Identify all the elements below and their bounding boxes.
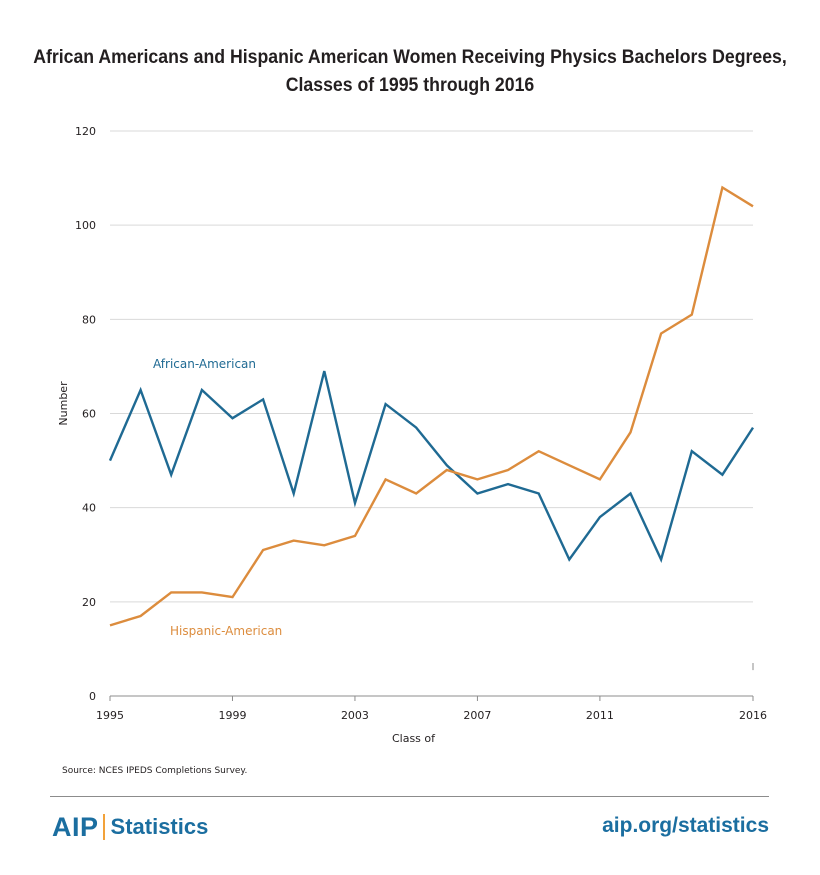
data-point (201, 389, 203, 391)
axes: 0 20 40 60 80 100 120 1995 1999 2003 2007 2011 2016 C… (57, 125, 767, 745)
data-point (415, 492, 417, 494)
footer-divider (50, 796, 769, 797)
y-tick-label: 40 (82, 502, 96, 515)
data-point (415, 426, 417, 428)
data-point (446, 464, 448, 466)
data-point (507, 483, 509, 485)
data-point (476, 478, 478, 480)
data-point (660, 558, 662, 560)
y-axis-title: Number (57, 381, 70, 426)
y-tick-label: 100 (75, 219, 96, 232)
chart-title-line-1: African Americans and Hispanic American … (33, 47, 787, 68)
data-point (507, 469, 509, 471)
data-point (721, 474, 723, 476)
data-point (354, 535, 356, 537)
brand-statistics: Statistics (110, 814, 209, 839)
data-point (752, 205, 754, 207)
data-point (446, 469, 448, 471)
series-lines (108, 185, 755, 627)
footer-url-link[interactable]: aip.org/statistics (602, 814, 769, 837)
x-tick-label: 1999 (218, 709, 246, 722)
series-label: African-American (153, 357, 256, 371)
x-tick-label: 2016 (739, 709, 767, 722)
data-point (139, 389, 141, 391)
data-point (660, 332, 662, 334)
data-point (691, 313, 693, 315)
gridlines (110, 130, 753, 603)
y-tick-label: 60 (82, 408, 96, 421)
series-line-hispanic-american (109, 185, 754, 627)
line-chart: 0 20 40 60 80 100 120 1995 1999 2003 2007 2011 2016 C… (57, 125, 767, 745)
y-tick-label: 80 (82, 313, 96, 326)
data-point (752, 426, 754, 428)
data-point (384, 403, 386, 405)
brand-separator (102, 814, 105, 840)
y-tick-label: 120 (75, 125, 96, 138)
data-point (599, 516, 601, 518)
series-labels: African-American Hispanic-American (153, 357, 282, 638)
chart-title: African Americans and Hispanic American … (29, 44, 792, 100)
data-point (323, 544, 325, 546)
data-point (323, 370, 325, 372)
series-line-african-american (108, 370, 755, 563)
data-point (293, 539, 295, 541)
data-point (721, 186, 723, 188)
series-label: Hispanic-American (170, 624, 282, 638)
data-point (293, 492, 295, 494)
source-note: Source: NCES IPEDS Completions Survey. (62, 766, 248, 776)
data-point (170, 474, 172, 476)
x-tick-label: 1995 (96, 709, 124, 722)
x-tick-label: 2011 (586, 709, 614, 722)
data-point (384, 478, 386, 480)
data-point (231, 596, 233, 598)
data-point (568, 558, 570, 560)
chart-title-line-2: Classes of 1995 through 2016 (285, 75, 535, 96)
aip-statistics-logo[interactable]: AIP Statistics (52, 812, 208, 842)
data-point (476, 492, 478, 494)
data-point (629, 431, 631, 433)
x-tick-label: 2007 (463, 709, 491, 722)
data-point (109, 459, 111, 461)
data-point (599, 478, 601, 480)
data-point (262, 549, 264, 551)
data-point (262, 398, 264, 400)
data-point (170, 591, 172, 593)
x-tick-label: 2003 (341, 709, 369, 722)
data-point (629, 492, 631, 494)
data-point (691, 450, 693, 452)
data-point (201, 591, 203, 593)
data-point (537, 492, 539, 494)
y-tick-label: 20 (82, 596, 96, 609)
x-axis-title: Class of (392, 732, 436, 745)
data-point (109, 624, 111, 626)
data-point (139, 615, 141, 617)
brand-aip: AIP (52, 811, 99, 842)
y-tick-label: 0 (89, 690, 96, 703)
data-point (568, 464, 570, 466)
data-point (231, 417, 233, 419)
data-point (537, 450, 539, 452)
data-point (354, 502, 356, 504)
